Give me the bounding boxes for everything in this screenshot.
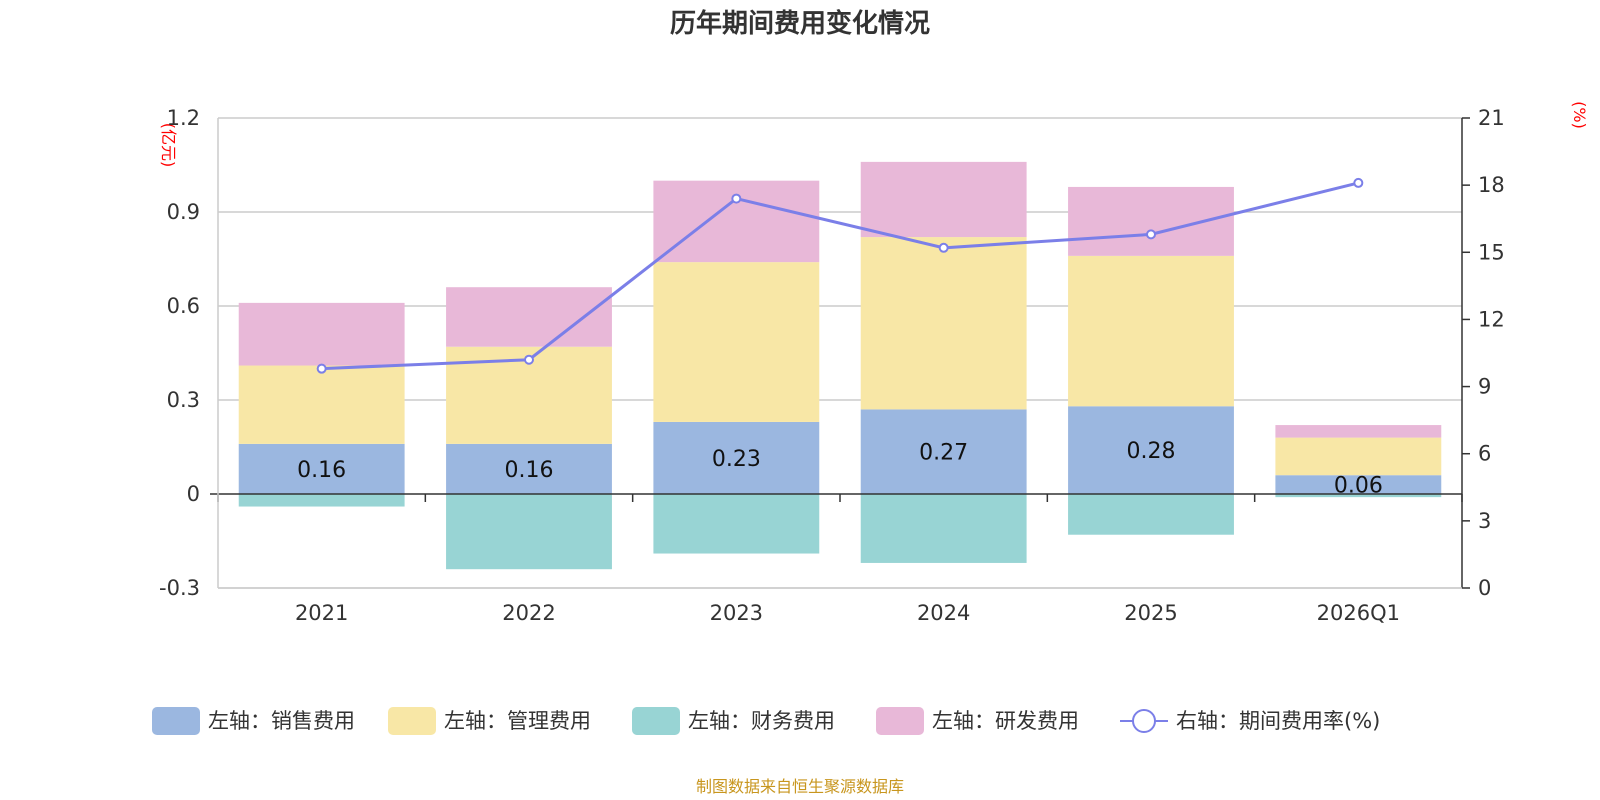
bar-4-2026Q1	[1275, 425, 1442, 438]
left-tick-label: 0.3	[167, 388, 200, 412]
right-tick-label: 12	[1478, 307, 1505, 331]
bar-1-2021	[238, 443, 405, 494]
sales-data-label: 0.16	[505, 458, 554, 483]
bar-2-2023	[653, 262, 820, 422]
category-label: 2023	[710, 601, 763, 625]
category-label: 2022	[502, 601, 555, 625]
legend-circle-marker	[1132, 709, 1156, 733]
legend-label-3: 左轴：财务费用	[688, 709, 835, 733]
chart-title: 历年期间费用变化情况	[670, 8, 930, 39]
left-tick-label: 0.6	[167, 294, 200, 318]
rate-point-2025	[1146, 229, 1156, 240]
rate-point-2026Q1	[1353, 177, 1364, 188]
legend-label-5: 右轴：期间费用率(%)	[1176, 709, 1380, 733]
rate-line-path	[321, 181, 1359, 371]
bar-1-2025	[1068, 406, 1234, 494]
bar-3-2024	[860, 494, 1027, 563]
right-axis-unit: (%)	[1570, 101, 1589, 129]
bar-3-2021	[238, 494, 405, 507]
bar-2-2021	[238, 365, 405, 444]
bar-2-2025	[1068, 255, 1234, 407]
category-label: 2024	[917, 601, 970, 625]
data-labels: 0.16 0.16 0.23 0.27 0.28 0.06	[297, 439, 1383, 498]
right-tick-label: 0	[1478, 576, 1491, 600]
right-tick-label: 9	[1478, 375, 1491, 399]
bar-4-2021	[238, 302, 405, 366]
right-tick-label: 6	[1478, 442, 1491, 466]
legend-swatch-4	[876, 707, 924, 735]
right-tick-label: 3	[1478, 509, 1491, 533]
source-note: 制图数据来自恒生聚源数据库	[696, 777, 904, 796]
left-tick-label: 1.2	[167, 106, 200, 130]
sales-data-label: 0.28	[1127, 439, 1176, 464]
bar-2-2026Q1	[1275, 437, 1442, 476]
category-label: 2025	[1124, 601, 1177, 625]
legend-label-2: 左轴：管理费用	[444, 709, 591, 733]
legend-label-4: 左轴：研发费用	[932, 709, 1079, 733]
right-tick-label: 21	[1478, 106, 1505, 130]
sales-data-label: 0.16	[297, 458, 346, 483]
category-label: 2026Q1	[1317, 601, 1400, 625]
category-label: 2021	[295, 601, 348, 625]
bar-2-2024	[860, 237, 1027, 410]
legend-swatch-3	[632, 707, 680, 735]
legend-label-1: 左轴：销售费用	[208, 709, 355, 733]
bar-3-2025	[1068, 494, 1234, 535]
right-tick-label: 18	[1478, 173, 1505, 197]
sales-data-label: 0.06	[1334, 474, 1383, 499]
bar-1-2023	[653, 421, 820, 494]
rate-point-2023	[731, 193, 742, 204]
left-axis-unit: (亿元)	[159, 123, 178, 168]
bars	[238, 161, 1442, 570]
rate-point-2024	[938, 242, 949, 253]
sales-data-label: 0.27	[919, 441, 968, 466]
bar-1-2026Q1	[1275, 475, 1442, 494]
legend: 左轴：销售费用 左轴：管理费用 左轴：财务费用 左轴：研发费用 右轴：期间费用率(%)	[152, 707, 1380, 735]
legend-swatch-1	[152, 707, 200, 735]
bar-4-2023	[653, 180, 820, 263]
legend-swatch-2	[388, 707, 436, 735]
bar-4-2022	[446, 287, 612, 347]
axes: -0.3 0 0.3 0.6 0.9 1.2 0 3 6 9 12 15 18 21 2021 2022 202…	[159, 106, 1505, 625]
rate-line	[316, 177, 1364, 374]
right-tick-label: 15	[1478, 240, 1505, 264]
bar-4-2024	[860, 161, 1027, 238]
rate-point-2021	[316, 363, 327, 374]
rate-point-2022	[524, 354, 534, 365]
left-tick-label: 0	[187, 482, 200, 506]
sales-data-label: 0.23	[712, 447, 761, 472]
left-tick-label: -0.3	[159, 576, 200, 600]
bar-3-2026Q1	[1275, 494, 1442, 498]
bar-1-2024	[860, 409, 1027, 494]
bar-1-2022	[446, 443, 612, 494]
left-tick-label: 0.9	[167, 200, 200, 224]
bar-3-2023	[653, 494, 820, 554]
bar-3-2022	[446, 494, 612, 570]
